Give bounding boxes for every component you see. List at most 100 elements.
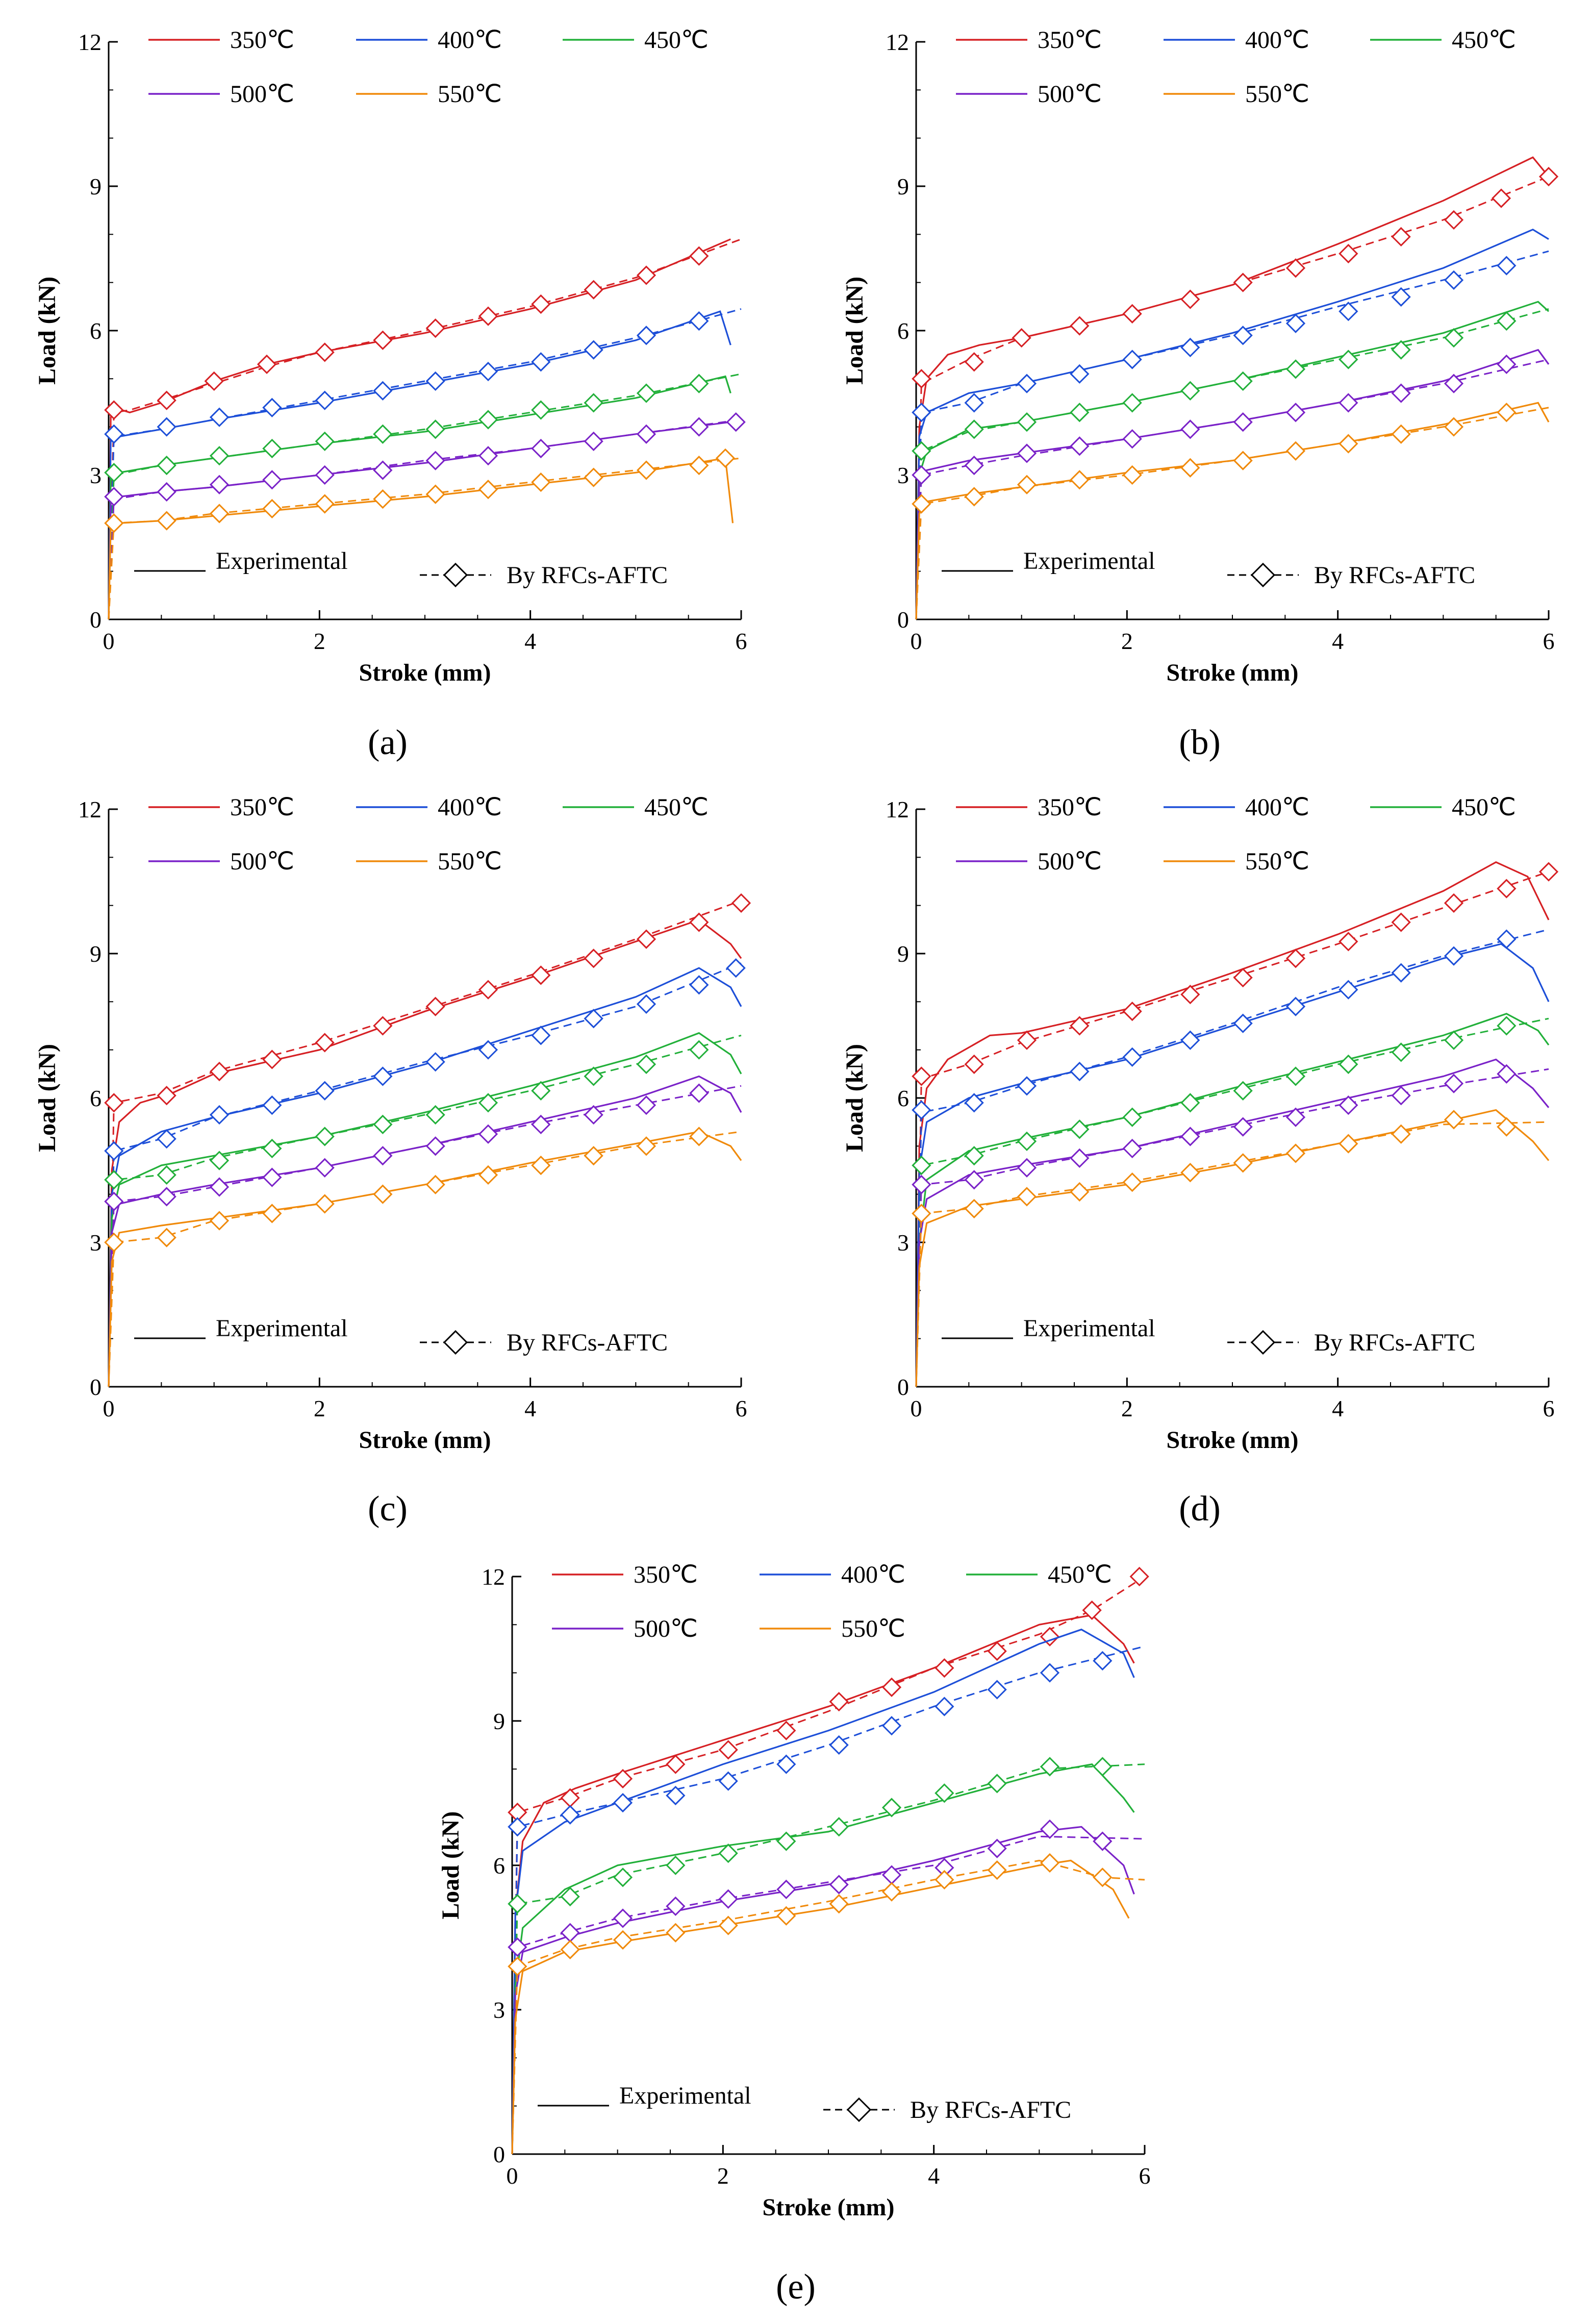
diamond-marker [666, 1786, 686, 1806]
diamond-marker [726, 412, 746, 432]
diamond-marker [1070, 1016, 1090, 1036]
legend-experimental-label: Experimental [216, 547, 348, 574]
legend-model-label: By RFCs-AFTC [1314, 562, 1475, 589]
diamond-marker [1444, 946, 1464, 966]
y-tick-label: 12 [886, 29, 909, 55]
diamond-marker [666, 1896, 686, 1916]
diamond-marker [1444, 1110, 1464, 1130]
series-350℃ [104, 238, 742, 620]
diamond-marker [262, 1049, 282, 1069]
diamond-marker [1444, 1030, 1464, 1050]
diamond-marker [584, 431, 603, 452]
diamond-marker [636, 929, 656, 949]
diamond-marker [373, 381, 393, 401]
diamond-marker [1233, 272, 1253, 292]
diamond-marker [584, 1066, 603, 1086]
diamond-marker [912, 1066, 931, 1086]
diamond-marker [1070, 403, 1090, 422]
diamond-marker [315, 1158, 335, 1178]
diamond-marker [1285, 403, 1306, 422]
diamond-marker [1070, 1182, 1090, 1202]
experimental-line [108, 967, 742, 1387]
x-axis-title: Stroke (mm) [1166, 1427, 1298, 1454]
diamond-marker [1180, 337, 1200, 358]
y-tick-label: 6 [90, 318, 102, 344]
diamond-marker [209, 446, 230, 466]
diamond-marker [1070, 1148, 1090, 1168]
diamond-marker [636, 326, 656, 345]
diamond-marker [1017, 1187, 1037, 1207]
x-tick-label: 4 [524, 628, 536, 654]
series-400℃ [104, 958, 746, 1387]
diamond-marker [636, 1136, 656, 1156]
diamond-marker [584, 393, 603, 413]
diamond-marker [689, 246, 709, 266]
diamond-marker [157, 1165, 176, 1185]
series-450℃ [508, 1757, 1145, 2155]
diamond-marker [1497, 354, 1517, 374]
diamond-marker [987, 1680, 1007, 1700]
diamond-marker [560, 1922, 580, 1943]
diamond-marker [1497, 929, 1517, 949]
diamond-marker [262, 1095, 282, 1115]
x-tick-label: 4 [524, 1395, 536, 1421]
experimental-line [108, 457, 734, 620]
series-450℃ [912, 1013, 1550, 1387]
y-tick-label: 3 [90, 1230, 102, 1256]
diamond-marker [315, 494, 335, 514]
diamond-marker [1497, 879, 1517, 898]
diamond-marker [1180, 289, 1200, 309]
legend-label-2: 450℃ [644, 27, 709, 54]
diamond-marker [531, 400, 551, 420]
diamond-marker [478, 446, 498, 466]
diamond-marker [373, 1066, 393, 1086]
y-tick-label: 12 [78, 29, 102, 55]
diamond-marker [1180, 381, 1200, 401]
diamond-marker [964, 1198, 984, 1219]
diamond-marker [425, 484, 445, 504]
diamond-marker [262, 1138, 282, 1159]
diamond-marker [315, 465, 335, 485]
diamond-marker [1129, 1566, 1149, 1587]
diamond-marker [157, 511, 176, 531]
diamond-marker [262, 498, 282, 519]
diamond-marker [829, 1735, 849, 1755]
series-500℃ [508, 1819, 1145, 2155]
y-axis-title: Load (kN) [841, 1044, 868, 1152]
diamond-marker [1093, 1867, 1113, 1887]
legend-model-diamond [443, 1330, 468, 1355]
diamond-marker [1180, 1030, 1200, 1050]
diamond-marker [1070, 1119, 1090, 1139]
y-tick-label: 12 [886, 796, 909, 822]
diamond-marker [718, 1771, 738, 1791]
diamond-marker [1497, 1117, 1517, 1137]
diamond-marker [373, 1184, 393, 1204]
diamond-marker [425, 1175, 445, 1194]
diamond-marker [1391, 963, 1411, 983]
diamond-marker [104, 513, 124, 533]
diamond-marker [1391, 383, 1411, 403]
diamond-marker [157, 482, 176, 502]
legend-label-2: 450℃ [644, 794, 709, 821]
legend-label-1: 400℃ [1245, 794, 1309, 821]
x-tick-label: 4 [1332, 628, 1344, 654]
diamond-marker [1391, 287, 1411, 307]
diamond-marker [1122, 1172, 1142, 1192]
diamond-marker [881, 1797, 902, 1817]
diamond-marker [689, 311, 709, 331]
diamond-marker [104, 424, 124, 444]
diamond-marker [584, 280, 603, 299]
chart-panel-d: 0 3 6 9 12 0 2 4 6 Stroke (mm) Load (kN) 350℃ 400℃ 45… [841, 794, 1559, 1529]
diamond-marker [636, 383, 656, 403]
diamond-marker [104, 1141, 124, 1161]
diamond-marker [478, 480, 498, 499]
diamond-marker [531, 1026, 551, 1045]
x-axis-title: Stroke (mm) [359, 659, 491, 686]
diamond-marker [531, 472, 551, 492]
legend-label-0: 350℃ [634, 1561, 698, 1588]
y-tick-label: 9 [897, 173, 909, 199]
series-450℃ [104, 373, 742, 620]
diamond-marker [1285, 359, 1306, 379]
diamond-marker [666, 1855, 686, 1876]
series-500℃ [104, 1075, 742, 1387]
